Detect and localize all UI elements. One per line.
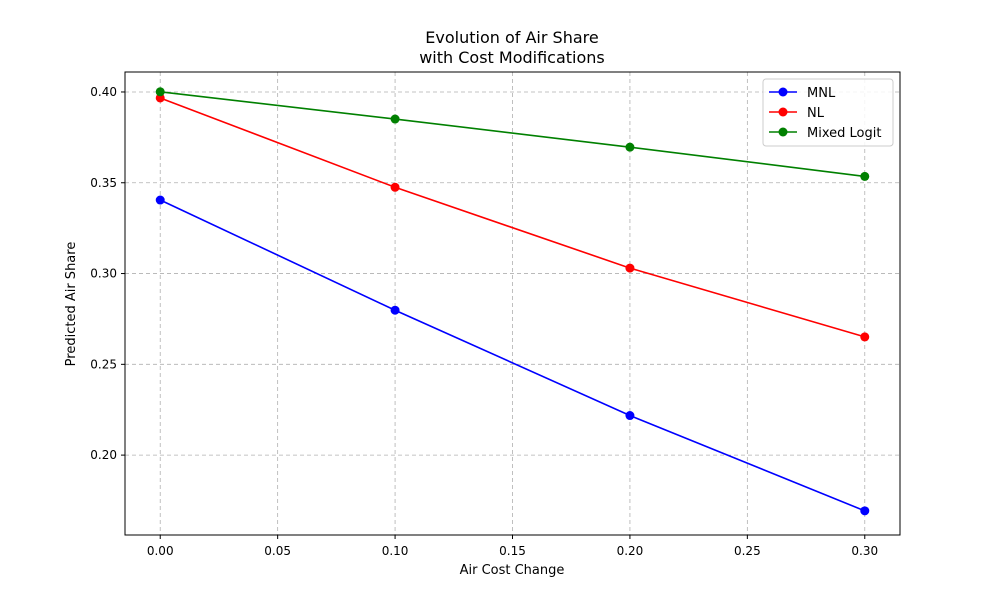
legend-label-mixed-logit: Mixed Logit: [807, 126, 881, 141]
data-point-mixed-logit: [860, 171, 870, 181]
data-point-mnl: [390, 305, 400, 315]
legend-marker-mnl: [778, 87, 788, 97]
x-axis-label: Air Cost Change: [460, 563, 565, 578]
legend-label-nl: NL: [807, 106, 825, 121]
series-layer: [155, 87, 870, 516]
data-point-mixed-logit: [155, 87, 165, 97]
chart-title: Evolution of Air Share with Cost Modifica…: [419, 28, 605, 67]
data-point-mnl: [860, 506, 870, 516]
x-tick-label: 0.30: [851, 544, 878, 558]
data-point-mnl: [155, 195, 165, 205]
legend-label-mnl: MNL: [807, 86, 836, 101]
data-point-nl: [625, 263, 635, 273]
x-tick-label: 0.00: [147, 544, 174, 558]
chart-title-line: Evolution of Air Share: [425, 28, 598, 47]
chart-title-line: with Cost Modifications: [419, 48, 605, 67]
y-tick-label: 0.25: [90, 357, 117, 371]
data-point-mnl: [625, 411, 635, 421]
legend: MNL NL Mixed Logit: [762, 78, 894, 147]
x-tick-label: 0.15: [499, 544, 526, 558]
y-tick-label: 0.40: [90, 85, 117, 99]
legend-box: [762, 78, 894, 147]
y-axis-label: Predicted Air Share: [64, 242, 79, 367]
x-tick-label: 0.05: [264, 544, 291, 558]
series-line-nl: [159, 97, 865, 338]
data-point-mixed-logit: [625, 142, 635, 152]
x-tick-label: 0.20: [617, 544, 644, 558]
data-point-nl: [390, 182, 400, 192]
y-tick-label: 0.20: [90, 448, 117, 462]
x-tick-label: 0.10: [382, 544, 409, 558]
y-tick-label: 0.30: [90, 267, 117, 281]
grid: [125, 72, 900, 535]
y-axis: 0.20 0.25 0.30 0.35 0.40: [90, 85, 125, 462]
legend-marker-mixed-logit: [778, 127, 788, 137]
x-tick-label: 0.25: [734, 544, 761, 558]
series-line-mnl: [159, 199, 866, 512]
series-line-mixed-logit: [160, 90, 865, 178]
legend-marker-nl: [778, 107, 788, 117]
data-point-mixed-logit: [390, 114, 400, 124]
data-point-nl: [860, 332, 870, 342]
x-axis: 0.00 0.05 0.10 0.15 0.20 0.25 0.30: [147, 535, 878, 558]
data-point-nl: [155, 93, 165, 103]
y-tick-label: 0.35: [90, 176, 117, 190]
